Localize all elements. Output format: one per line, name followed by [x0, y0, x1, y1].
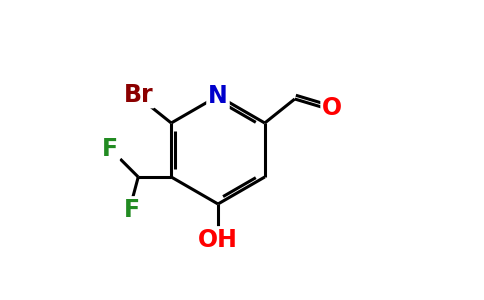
Text: OH: OH [198, 228, 238, 252]
Text: F: F [102, 136, 118, 160]
Text: O: O [322, 96, 342, 120]
Text: F: F [124, 198, 140, 222]
Text: N: N [208, 84, 228, 108]
Text: Br: Br [123, 82, 153, 106]
